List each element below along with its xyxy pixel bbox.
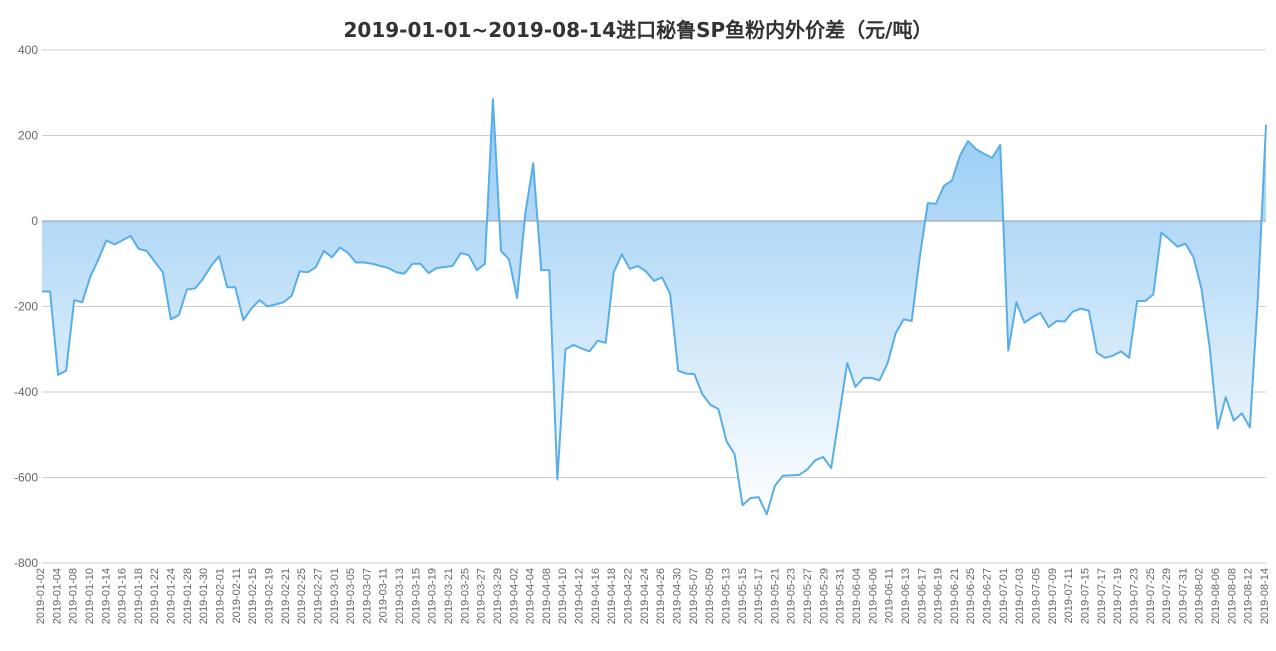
x-tick-label: 2019-08-02 [1194,568,1206,624]
x-tick-label: 2019-05-29 [818,568,830,624]
x-tick-label: 2019-04-24 [639,568,651,624]
x-tick-label: 2019-05-07 [688,568,700,624]
y-axis: 400 200 0 -200 -400 -600 -800 [14,43,38,570]
x-tick-label: 2019-03-01 [329,568,341,624]
x-tick-label: 2019-05-21 [769,568,781,624]
x-tick-label: 2019-08-12 [1243,568,1255,624]
x-tick-label: 2019-01-28 [182,568,194,624]
x-tick-label: 2019-06-21 [949,568,961,624]
x-tick-label: 2019-02-27 [312,568,324,624]
x-tick-label: 2019-03-15 [410,568,422,624]
x-tick-label: 2019-07-29 [1161,568,1173,624]
x-tick-label: 2019-03-25 [459,568,471,624]
x-tick-label: 2019-01-16 [117,568,129,624]
x-tick-label: 2019-08-08 [1226,568,1238,624]
x-tick-label: 2019-01-14 [100,568,112,624]
x-tick-label: 2019-04-10 [557,568,569,624]
y-tick-label: -800 [14,556,38,570]
y-tick-label: -200 [14,300,38,314]
x-tick-label: 2019-07-25 [1145,568,1157,624]
x-tick-label: 2019-06-27 [982,568,994,624]
y-tick-label: -600 [14,471,38,485]
x-tick-label: 2019-04-16 [590,568,602,624]
x-tick-label: 2019-01-10 [84,568,96,624]
x-tick-label: 2019-04-08 [541,568,553,624]
x-tick-label: 2019-07-11 [1063,568,1075,623]
x-tick-label: 2019-06-25 [965,568,977,624]
x-tick-label: 2019-06-17 [916,568,928,624]
x-tick-label: 2019-02-11 [231,568,243,623]
x-tick-label: 2019-05-09 [704,568,716,624]
x-tick-label: 2019-01-18 [133,568,145,624]
x-tick-label: 2019-04-18 [606,568,618,624]
x-tick-label: 2019-02-15 [247,568,259,624]
x-tick-label: 2019-05-17 [753,568,765,624]
x-tick-label: 2019-02-25 [296,568,308,624]
x-tick-label: 2019-06-11 [884,568,896,623]
x-tick-label: 2019-07-15 [1079,568,1091,624]
x-tick-label: 2019-01-30 [198,568,210,624]
x-tick-label: 2019-01-22 [149,568,161,624]
x-tick-label: 2019-04-04 [525,568,537,624]
x-tick-label: 2019-01-24 [166,568,178,624]
x-tick-label: 2019-05-13 [720,568,732,624]
x-tick-label: 2019-03-29 [492,568,504,624]
chart-title: 2019-01-01~2019-08-14进口秘鲁SP鱼粉内外价差（元/吨） [343,18,933,42]
x-tick-label: 2019-06-19 [933,568,945,624]
series-line [42,98,1267,516]
x-tick-label: 2019-07-23 [1128,568,1140,624]
x-tick-label: 2019-05-31 [835,568,847,624]
x-tick-label: 2019-04-02 [508,568,520,624]
y-tick-label: 200 [18,129,38,143]
x-tick-label: 2019-04-26 [655,568,667,624]
x-tick-label: 2019-04-12 [574,568,586,624]
x-tick-label: 2019-07-09 [1047,568,1059,624]
x-tick-label: 2019-03-11 [378,568,390,623]
x-tick-label: 2019-03-07 [361,568,373,624]
x-tick-label: 2019-05-27 [802,568,814,624]
area-fill [42,99,1266,515]
x-axis: 2019-01-02 2019-01-04 2019-01-08 2019-01-10… [35,568,1271,624]
x-tick-label: 2019-03-13 [394,568,406,624]
x-tick-label: 2019-05-23 [786,568,798,624]
x-tick-label: 2019-07-19 [1112,568,1124,624]
x-tick-label: 2019-02-19 [263,568,275,624]
x-tick-label: 2019-01-08 [68,568,80,624]
x-tick-label: 2019-08-06 [1210,568,1222,624]
x-tick-label: 2019-04-22 [623,568,635,624]
x-tick-label: 2019-08-14 [1259,568,1271,624]
x-tick-label: 2019-06-04 [851,568,863,624]
y-tick-label: 0 [31,214,38,228]
x-tick-label: 2019-07-05 [1031,568,1043,624]
x-tick-label: 2019-02-01 [215,568,227,624]
x-tick-label: 2019-06-06 [867,568,879,624]
x-tick-label: 2019-03-27 [476,568,488,624]
x-tick-label: 2019-06-13 [900,568,912,624]
y-tick-label: 400 [18,43,38,57]
x-tick-label: 2019-01-02 [35,568,47,624]
y-tick-label: -400 [14,385,38,399]
x-tick-label: 2019-07-03 [1014,568,1026,624]
x-tick-label: 2019-03-05 [345,568,357,624]
x-tick-label: 2019-07-17 [1096,568,1108,624]
x-tick-label: 2019-03-21 [443,568,455,624]
x-tick-label: 2019-05-15 [737,568,749,624]
x-tick-label: 2019-02-21 [280,568,292,624]
x-tick-label: 2019-01-04 [51,568,63,624]
x-tick-label: 2019-03-19 [427,568,439,624]
x-tick-label: 2019-07-31 [1177,568,1189,624]
x-tick-label: 2019-07-01 [998,568,1010,624]
x-tick-label: 2019-04-30 [671,568,683,624]
